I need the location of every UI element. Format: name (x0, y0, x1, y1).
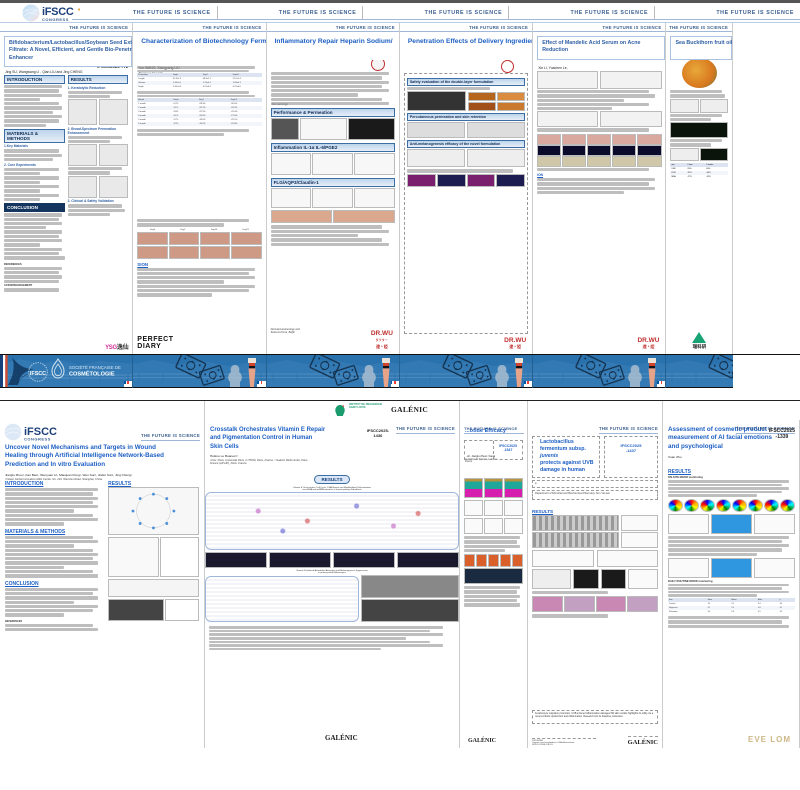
svg-text:IFSCC: IFSCC (30, 371, 46, 377)
svg-text:CONGRESS: CONGRESS (24, 437, 51, 442)
svg-text:COSMÉTOLOGIE: COSMÉTOLOGIE (69, 370, 115, 378)
svg-text:SOCIÉTÉ FRANÇAISE DE: SOCIÉTÉ FRANÇAISE DE (69, 365, 121, 370)
